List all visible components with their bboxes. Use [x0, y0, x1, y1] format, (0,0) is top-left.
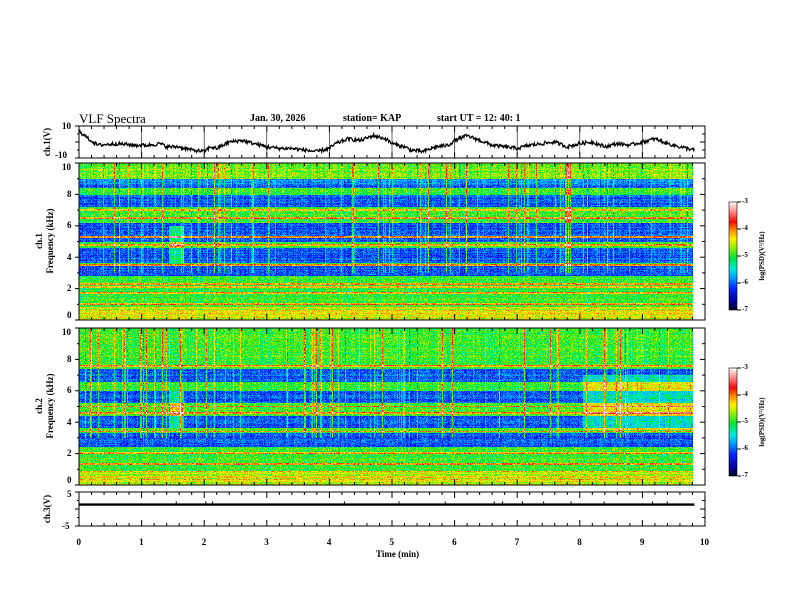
ch1-timeseries-line: [78, 129, 696, 155]
frequency-tick-label: 4: [67, 416, 72, 427]
ch1-ytick-label: -10: [55, 150, 67, 160]
frequency-tick-label: 0: [67, 310, 72, 320]
time-tick-label: 10: [700, 537, 709, 547]
ch3-ytick-label: -5: [62, 521, 70, 531]
time-axis-label: Time (min): [376, 549, 420, 559]
ch3-ytick-label: 5: [67, 489, 72, 499]
time-tick-label: 9: [639, 537, 645, 547]
ch3-voltage-axis-label: ch.3(V): [42, 494, 52, 524]
colorbar-tick-label: -5: [742, 251, 748, 259]
time-tick-label: 7: [514, 537, 520, 547]
time-tick-label: 1: [139, 537, 144, 547]
time-tick-label: 0: [76, 537, 82, 547]
ch2-label-line2: Frequency (kHz): [45, 373, 55, 439]
colorbar-tick-label: -6: [742, 278, 748, 286]
ch2-label-line1: ch.2: [34, 398, 44, 414]
colorbar-frame: [728, 367, 738, 477]
frequency-tick-label: 0: [67, 475, 72, 485]
ch2-colorbar-label: log(PSD)(V²/Hz): [758, 397, 766, 447]
colorbar-tick-label: -3: [742, 197, 748, 205]
colorbar-tick-label: -5: [742, 417, 748, 425]
ch1-voltage-axis-label: ch.1(V): [42, 127, 52, 157]
colorbar-tick-label: -6: [742, 444, 748, 452]
ch1-colorbar: [729, 202, 737, 310]
time-tick-label: 6: [452, 537, 457, 547]
date-label: Jan. 30, 2026: [250, 113, 306, 124]
frequency-tick-label: 6: [67, 385, 72, 396]
frequency-tick-label: 4: [67, 251, 72, 262]
colorbar-tick-label: -7: [742, 305, 748, 313]
start-time-label: start UT = 12: 40: 1: [437, 113, 521, 124]
colorbar-tick-label: -7: [742, 471, 748, 479]
colorbar-tick-label: -4: [742, 224, 748, 232]
time-tick-label: 8: [577, 537, 582, 547]
colorbar-tick-label: -4: [742, 390, 748, 398]
frequency-tick-label: 6: [67, 220, 72, 231]
ch2-spectrogram-image: [79, 328, 693, 485]
ch1-spectrogram-image: [79, 163, 693, 320]
ch1-ytick-label: 10: [62, 121, 71, 131]
plot-title: VLF Spectra: [79, 111, 146, 126]
frequency-tick-label: 2: [67, 448, 72, 459]
frequency-tick-label: 2: [67, 283, 72, 294]
ch1-label-line2: Frequency (kHz): [45, 208, 55, 274]
time-tick-label: 4: [326, 537, 332, 547]
panel-frame: [78, 162, 706, 321]
station-label: station= KAP: [343, 113, 402, 124]
time-tick-label: 5: [389, 537, 395, 547]
panel-frame: [78, 327, 706, 486]
time-tick-label: 2: [201, 537, 207, 547]
frequency-tick-label: 8: [67, 188, 72, 199]
colorbar-tick-label: -3: [742, 363, 748, 371]
ch2-colorbar: [729, 368, 737, 476]
time-tick-label: 3: [264, 537, 269, 547]
frequency-tick-label: 8: [67, 353, 72, 364]
colorbar-frame: [728, 201, 738, 311]
frequency-tick-label: 10: [62, 162, 71, 172]
ch3-timeseries-band: [79, 503, 695, 506]
ch1-colorbar-label: log(PSD)(V²/Hz): [758, 231, 766, 281]
ch1-label-line1: ch.1: [34, 233, 44, 249]
frequency-tick-label: 10: [62, 327, 71, 337]
